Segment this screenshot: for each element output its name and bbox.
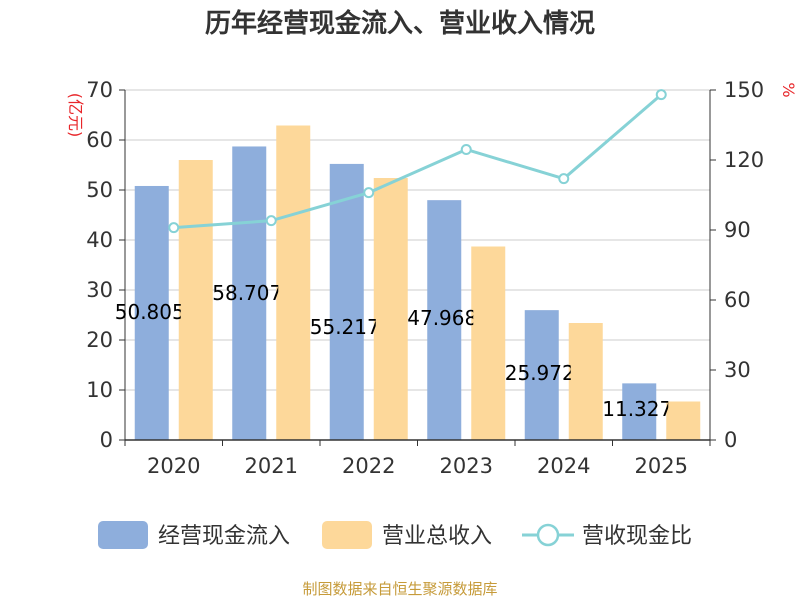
ratio-point (363, 187, 375, 199)
legend-label: 营收现金比 (582, 524, 692, 549)
right-axis-unit-label: % (779, 82, 798, 97)
bars (134, 125, 701, 441)
left-tick-label: 0 (100, 428, 113, 452)
ratio-line-path (173, 93, 663, 230)
left-tick-label: 30 (86, 278, 113, 302)
right-tick-label: 60 (724, 288, 751, 312)
left-tick-label: 10 (86, 378, 113, 402)
bar-operating-cash-inflow (329, 163, 364, 441)
right-tick-label: 120 (724, 148, 764, 172)
left-tick-label: 20 (86, 328, 113, 352)
x-tick-label: 2025 (635, 454, 688, 478)
ratio-point (460, 144, 472, 155)
legend-swatch-marker (536, 523, 560, 547)
bar-operating-cash-inflow (524, 310, 559, 440)
data-label: 25.972 (505, 361, 575, 385)
bar-total-revenue (568, 323, 603, 440)
bar-total-revenue (373, 178, 408, 440)
legend-label: 营业总收入 (382, 524, 492, 549)
axes: 0 10 20 30 40 50 60 70 0 30 60 90 120 150 2020 2021 2022… (86, 78, 764, 478)
left-tick-label: 50 (86, 178, 113, 202)
bar-total-revenue (666, 401, 701, 440)
data-label: 47.968 (407, 306, 477, 330)
right-tick-label: 150 (724, 78, 764, 102)
legend-label: 经营现金流入 (158, 524, 290, 549)
bar-total-revenue (276, 125, 311, 440)
ratio-point (168, 222, 180, 234)
ratio-point (655, 89, 667, 101)
left-tick-label: 60 (86, 128, 113, 152)
data-label: 50.805 (115, 300, 185, 324)
chart-title: 历年经营现金流入、营业收入情况 (205, 8, 595, 39)
left-axis-unit-label: (亿元) (66, 93, 85, 138)
data-source-note: 制图数据来自恒生聚源数据库 (302, 580, 497, 598)
ratio-point (265, 215, 277, 227)
x-tick-label: 2024 (537, 454, 590, 478)
left-tick-label: 40 (86, 228, 113, 252)
x-tick-label: 2021 (245, 454, 298, 478)
data-label: 55.217 (310, 315, 380, 339)
bar-total-revenue (178, 160, 213, 440)
legend-swatch (98, 521, 148, 549)
bar-operating-cash-inflow (134, 185, 169, 440)
bar-total-revenue (471, 246, 506, 440)
right-tick-label: 30 (724, 358, 751, 382)
x-tick-label: 2023 (440, 454, 493, 478)
ratio-point (558, 173, 570, 185)
data-label: 58.707 (212, 281, 282, 305)
legend: 经营现金流入 营业总收入 营收现金比 (98, 521, 692, 549)
legend-swatch (322, 521, 372, 549)
right-tick-label: 90 (724, 218, 751, 242)
ratio-line (168, 89, 667, 234)
x-tick-label: 2022 (342, 454, 395, 478)
data-label: 11.327 (602, 397, 672, 421)
right-tick-label: 0 (724, 428, 737, 452)
x-tick-label: 2020 (147, 454, 200, 478)
left-tick-label: 70 (86, 78, 113, 102)
gridlines (125, 89, 710, 441)
bar-operating-cash-inflow (622, 383, 657, 440)
data-labels: 50.805 58.707 55.217 47.968 25.972 11.327 (115, 281, 672, 421)
bar-operating-cash-inflow (427, 200, 462, 440)
bar-operating-cash-inflow (232, 146, 267, 440)
